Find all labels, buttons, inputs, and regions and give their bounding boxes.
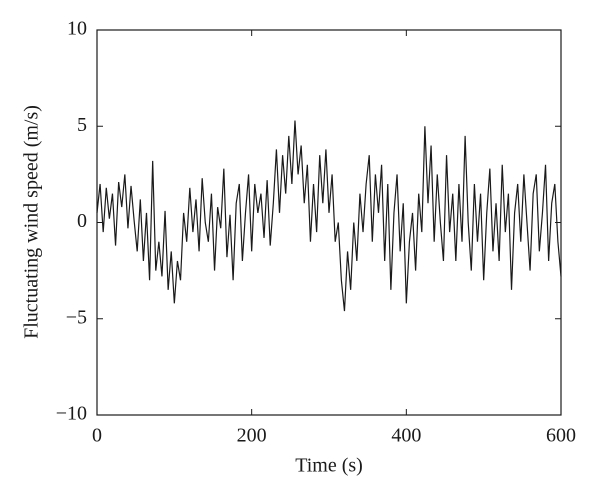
y-axis-label: Fluctuating wind speed (m/s)	[21, 105, 43, 339]
data-line	[96, 120, 562, 312]
y-tick-label: 10	[67, 18, 87, 40]
y-tick-label: 5	[77, 114, 87, 136]
x-tick-label: 200	[237, 425, 267, 447]
x-tick-label: 400	[391, 425, 421, 447]
y-tick-label: −5	[66, 306, 87, 328]
y-tick-label: −10	[56, 403, 87, 425]
x-axis-label: Time (s)	[295, 455, 363, 477]
y-tick-label: 0	[77, 210, 87, 232]
x-tick-label: 0	[92, 425, 102, 447]
plot-frame	[96, 29, 562, 416]
x-tick-label: 600	[546, 425, 576, 447]
